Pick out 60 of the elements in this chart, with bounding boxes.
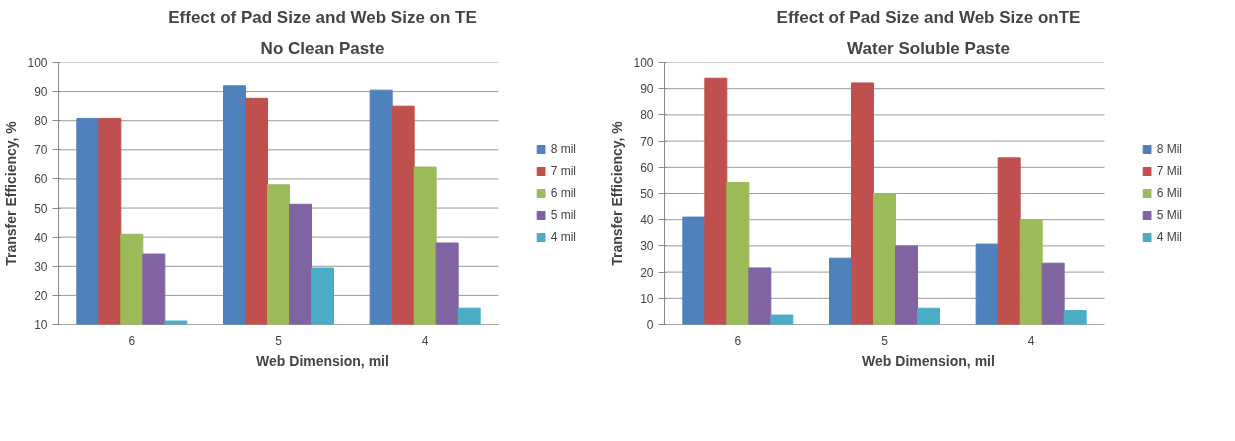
chart-subtitle: No Clean Paste bbox=[260, 38, 385, 58]
x-axis-title: Web Dimension, mil bbox=[256, 352, 389, 369]
y-tick-label: 40 bbox=[640, 213, 654, 228]
y-tick-label: 20 bbox=[640, 265, 654, 280]
y-axis-title: Transfer Efficiency, % bbox=[609, 120, 626, 266]
y-tick-label: 80 bbox=[640, 108, 654, 123]
bar bbox=[704, 77, 728, 325]
x-tick-label: 6 bbox=[734, 333, 742, 348]
y-tick-label: 30 bbox=[34, 259, 48, 274]
x-tick-label: 4 bbox=[421, 333, 429, 348]
x-tick-label: 6 bbox=[128, 333, 136, 348]
legend-label: 8 Mil bbox=[1156, 142, 1182, 156]
y-tick-label: 20 bbox=[34, 288, 48, 303]
legend-label: 6 mil bbox=[550, 186, 576, 200]
y-tick-label: 40 bbox=[34, 230, 48, 245]
y-tick-label: 100 bbox=[27, 56, 48, 70]
y-tick-label: 0 bbox=[646, 318, 654, 332]
y-tick-label: 10 bbox=[640, 291, 654, 306]
bar bbox=[975, 243, 999, 325]
legend-label: 4 mil bbox=[550, 230, 576, 244]
x-tick-label: 5 bbox=[275, 333, 283, 348]
legend-label: 7 mil bbox=[550, 164, 576, 178]
chart-subtitle: Water Soluble Paste bbox=[847, 38, 1010, 58]
y-tick-label: 30 bbox=[640, 239, 654, 254]
legend-label: 7 Mil bbox=[1156, 164, 1182, 178]
bar bbox=[1063, 310, 1087, 325]
y-tick-label: 50 bbox=[640, 187, 654, 201]
y-tick-label: 60 bbox=[34, 172, 48, 187]
y-tick-label: 10 bbox=[34, 318, 48, 332]
bar bbox=[997, 157, 1021, 325]
bar bbox=[770, 314, 794, 325]
legend-label: 8 mil bbox=[550, 142, 576, 156]
bar bbox=[682, 216, 706, 325]
legend-label: 6 Mil bbox=[1156, 186, 1182, 200]
bar bbox=[829, 257, 852, 325]
bar bbox=[895, 245, 918, 325]
y-tick-label: 50 bbox=[34, 201, 48, 216]
legend-label: 5 mil bbox=[550, 208, 576, 222]
x-axis-title: Web Dimension, mil bbox=[862, 352, 995, 369]
bar bbox=[1041, 262, 1065, 325]
y-tick-label: 70 bbox=[34, 143, 48, 158]
y-tick-label: 100 bbox=[633, 56, 654, 70]
chart-title: Effect of Pad Size and Web Size onTE bbox=[776, 7, 1081, 27]
y-tick-label: 60 bbox=[640, 160, 654, 175]
y-axis-title: Transfer Efficiency, % bbox=[3, 120, 20, 266]
bar bbox=[851, 82, 874, 325]
legend-label: 5 Mil bbox=[1156, 208, 1182, 222]
y-tick-label: 90 bbox=[640, 82, 654, 97]
bar bbox=[917, 307, 940, 325]
bar bbox=[873, 193, 896, 325]
x-tick-label: 5 bbox=[881, 333, 889, 348]
x-tick-label: 4 bbox=[1027, 333, 1035, 348]
chart-title: Effect of Pad Size and Web Size on TE bbox=[168, 7, 477, 27]
bar bbox=[726, 182, 750, 325]
bar bbox=[1019, 218, 1043, 325]
y-tick-label: 70 bbox=[640, 134, 654, 149]
legend-label: 4 Mil bbox=[1156, 230, 1182, 244]
y-tick-label: 80 bbox=[34, 114, 48, 129]
y-tick-label: 90 bbox=[34, 85, 48, 100]
bar bbox=[748, 267, 772, 325]
